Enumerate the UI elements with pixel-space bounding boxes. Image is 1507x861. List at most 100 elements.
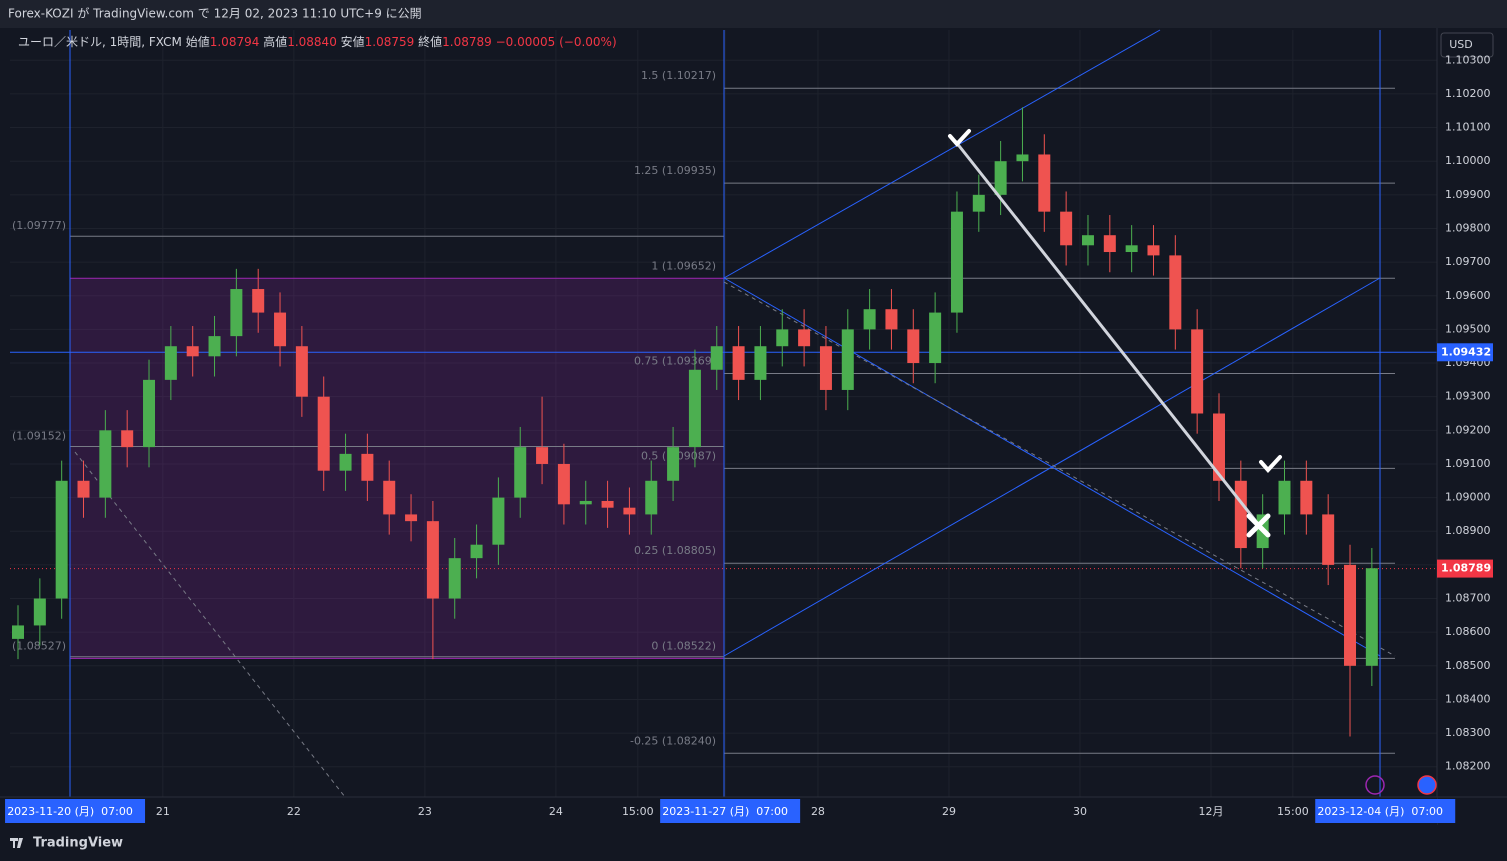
candle-body (557, 463, 570, 505)
y-tick-label: 1.10200 (1445, 87, 1491, 100)
candle-body (1212, 413, 1225, 481)
legend: ユーロ／米ドル, 1時間, FXCM 始値1.08794 高値1.08840 安… (18, 34, 617, 49)
candle-body (12, 625, 24, 639)
y-tick-label: 1.08700 (1445, 592, 1491, 605)
candle-body (383, 480, 396, 515)
y-tick-label: 1.10300 (1445, 53, 1491, 66)
candle-body (1169, 255, 1182, 330)
candle-body (252, 289, 265, 313)
annotations (948, 129, 1282, 538)
header-title: Forex-KOZI が TradingView.com で 12月 02, 2… (8, 6, 422, 21)
level-label: (1.08527) (12, 640, 66, 653)
candle-body (863, 309, 876, 330)
check-mark (1259, 455, 1282, 473)
candle-body (1060, 211, 1073, 246)
x-tick-highlight (1315, 799, 1456, 823)
candle-body (514, 447, 527, 498)
y-tick-label: 1.08600 (1445, 625, 1491, 638)
candle-body (994, 161, 1007, 195)
candle-body (798, 329, 811, 347)
y-tick-label: 1.09200 (1445, 423, 1491, 436)
y-axis: 1.10300 1.10200 1.10100 1.10000 1.09900 1.098… (1437, 53, 1493, 773)
level-label: (1.09777) (12, 219, 66, 232)
x-tick-label: 15:00 (622, 805, 654, 818)
x-tick-highlight (660, 799, 801, 823)
candle-body (1278, 480, 1291, 515)
candle-body (907, 329, 920, 364)
candle-body (405, 514, 418, 522)
header-bar (0, 0, 1507, 28)
candle-body (623, 507, 636, 515)
y-tick-label: 1.08900 (1445, 524, 1491, 537)
y-tick-label: 1.09000 (1445, 491, 1491, 504)
legend-low: 1.08759 (365, 35, 415, 49)
y-tick-label: 1.10100 (1445, 121, 1491, 134)
x-tick-label: 22 (287, 805, 301, 818)
candle-body (972, 194, 985, 212)
fib-label: 1.25 (1.09935) (634, 164, 716, 177)
candle-body (77, 480, 90, 498)
brand-name: TradingView (33, 836, 123, 851)
footer-bar (0, 826, 1507, 861)
drawings (69, 29, 1396, 798)
x-tick-highlight (5, 799, 146, 823)
candle-body (776, 329, 789, 347)
currency-button[interactable] (1440, 32, 1494, 58)
y-tick-label: 1.08500 (1445, 659, 1491, 672)
x-tick-label: 24 (549, 805, 563, 818)
candle-body (1365, 568, 1378, 666)
candle-body (448, 558, 461, 599)
price-badge-label: 1.08789 (1441, 562, 1491, 575)
legend-close-label: 終値 (418, 34, 442, 49)
candle-body (317, 396, 330, 471)
candle-body (426, 521, 439, 599)
candle-body (1344, 564, 1357, 666)
arrow-line (954, 140, 1257, 522)
x-tick-label: 21 (156, 805, 170, 818)
x-tick-label: 15:00 (1277, 805, 1309, 818)
fib-label: -0.25 (1.08240) (630, 734, 716, 747)
fib-label: 0.75 (1.09369) (634, 354, 716, 367)
y-tick-label: 1.08400 (1445, 692, 1491, 705)
candle-body (361, 453, 374, 481)
dashed-line (723, 281, 1396, 657)
candle-body (295, 346, 308, 397)
legend-high: 1.08840 (287, 35, 337, 49)
candle-body (1103, 235, 1116, 253)
candle-body (492, 497, 505, 545)
candle-body (1147, 245, 1160, 256)
fib-label: 0 (1.08522) (651, 639, 716, 652)
candle-body (274, 312, 287, 347)
x-tick-label: 12月 (1198, 805, 1223, 818)
price-badge-label: 1.09432 (1441, 345, 1491, 358)
zone (69, 277, 725, 659)
candle-body (732, 346, 745, 380)
check-mark (948, 129, 971, 147)
alert-icon[interactable] (1365, 775, 1385, 795)
candle-body (819, 346, 832, 390)
candle-body (230, 289, 243, 337)
y-tick-label: 1.09900 (1445, 188, 1491, 201)
price-scale (1437, 28, 1507, 798)
candle-body (339, 453, 352, 471)
legend-high-label: 高値 (263, 34, 287, 49)
candle-body (710, 346, 723, 370)
legend-open: 1.08794 (210, 35, 260, 49)
fib-label: 1.5 (1.10217) (641, 69, 716, 82)
candle-body (1322, 514, 1335, 565)
level-label: (1.09152) (12, 429, 66, 442)
candle-body (1191, 329, 1204, 414)
zone-layer (69, 277, 725, 659)
y-tick-label: 1.08300 (1445, 726, 1491, 739)
candle-body (121, 430, 134, 448)
candles (12, 107, 1378, 737)
candle-body (667, 447, 680, 481)
candle-body (536, 447, 549, 464)
legend-symbol: ユーロ／米ドル, 1時間, FXCM (18, 35, 182, 49)
candle-body (186, 346, 199, 357)
x-tick-label: 2023-11-27 (月) 07:00 (662, 805, 788, 818)
event-icon[interactable] (1417, 775, 1437, 795)
x-tick-label: 23 (418, 805, 432, 818)
candle-body (164, 346, 177, 380)
